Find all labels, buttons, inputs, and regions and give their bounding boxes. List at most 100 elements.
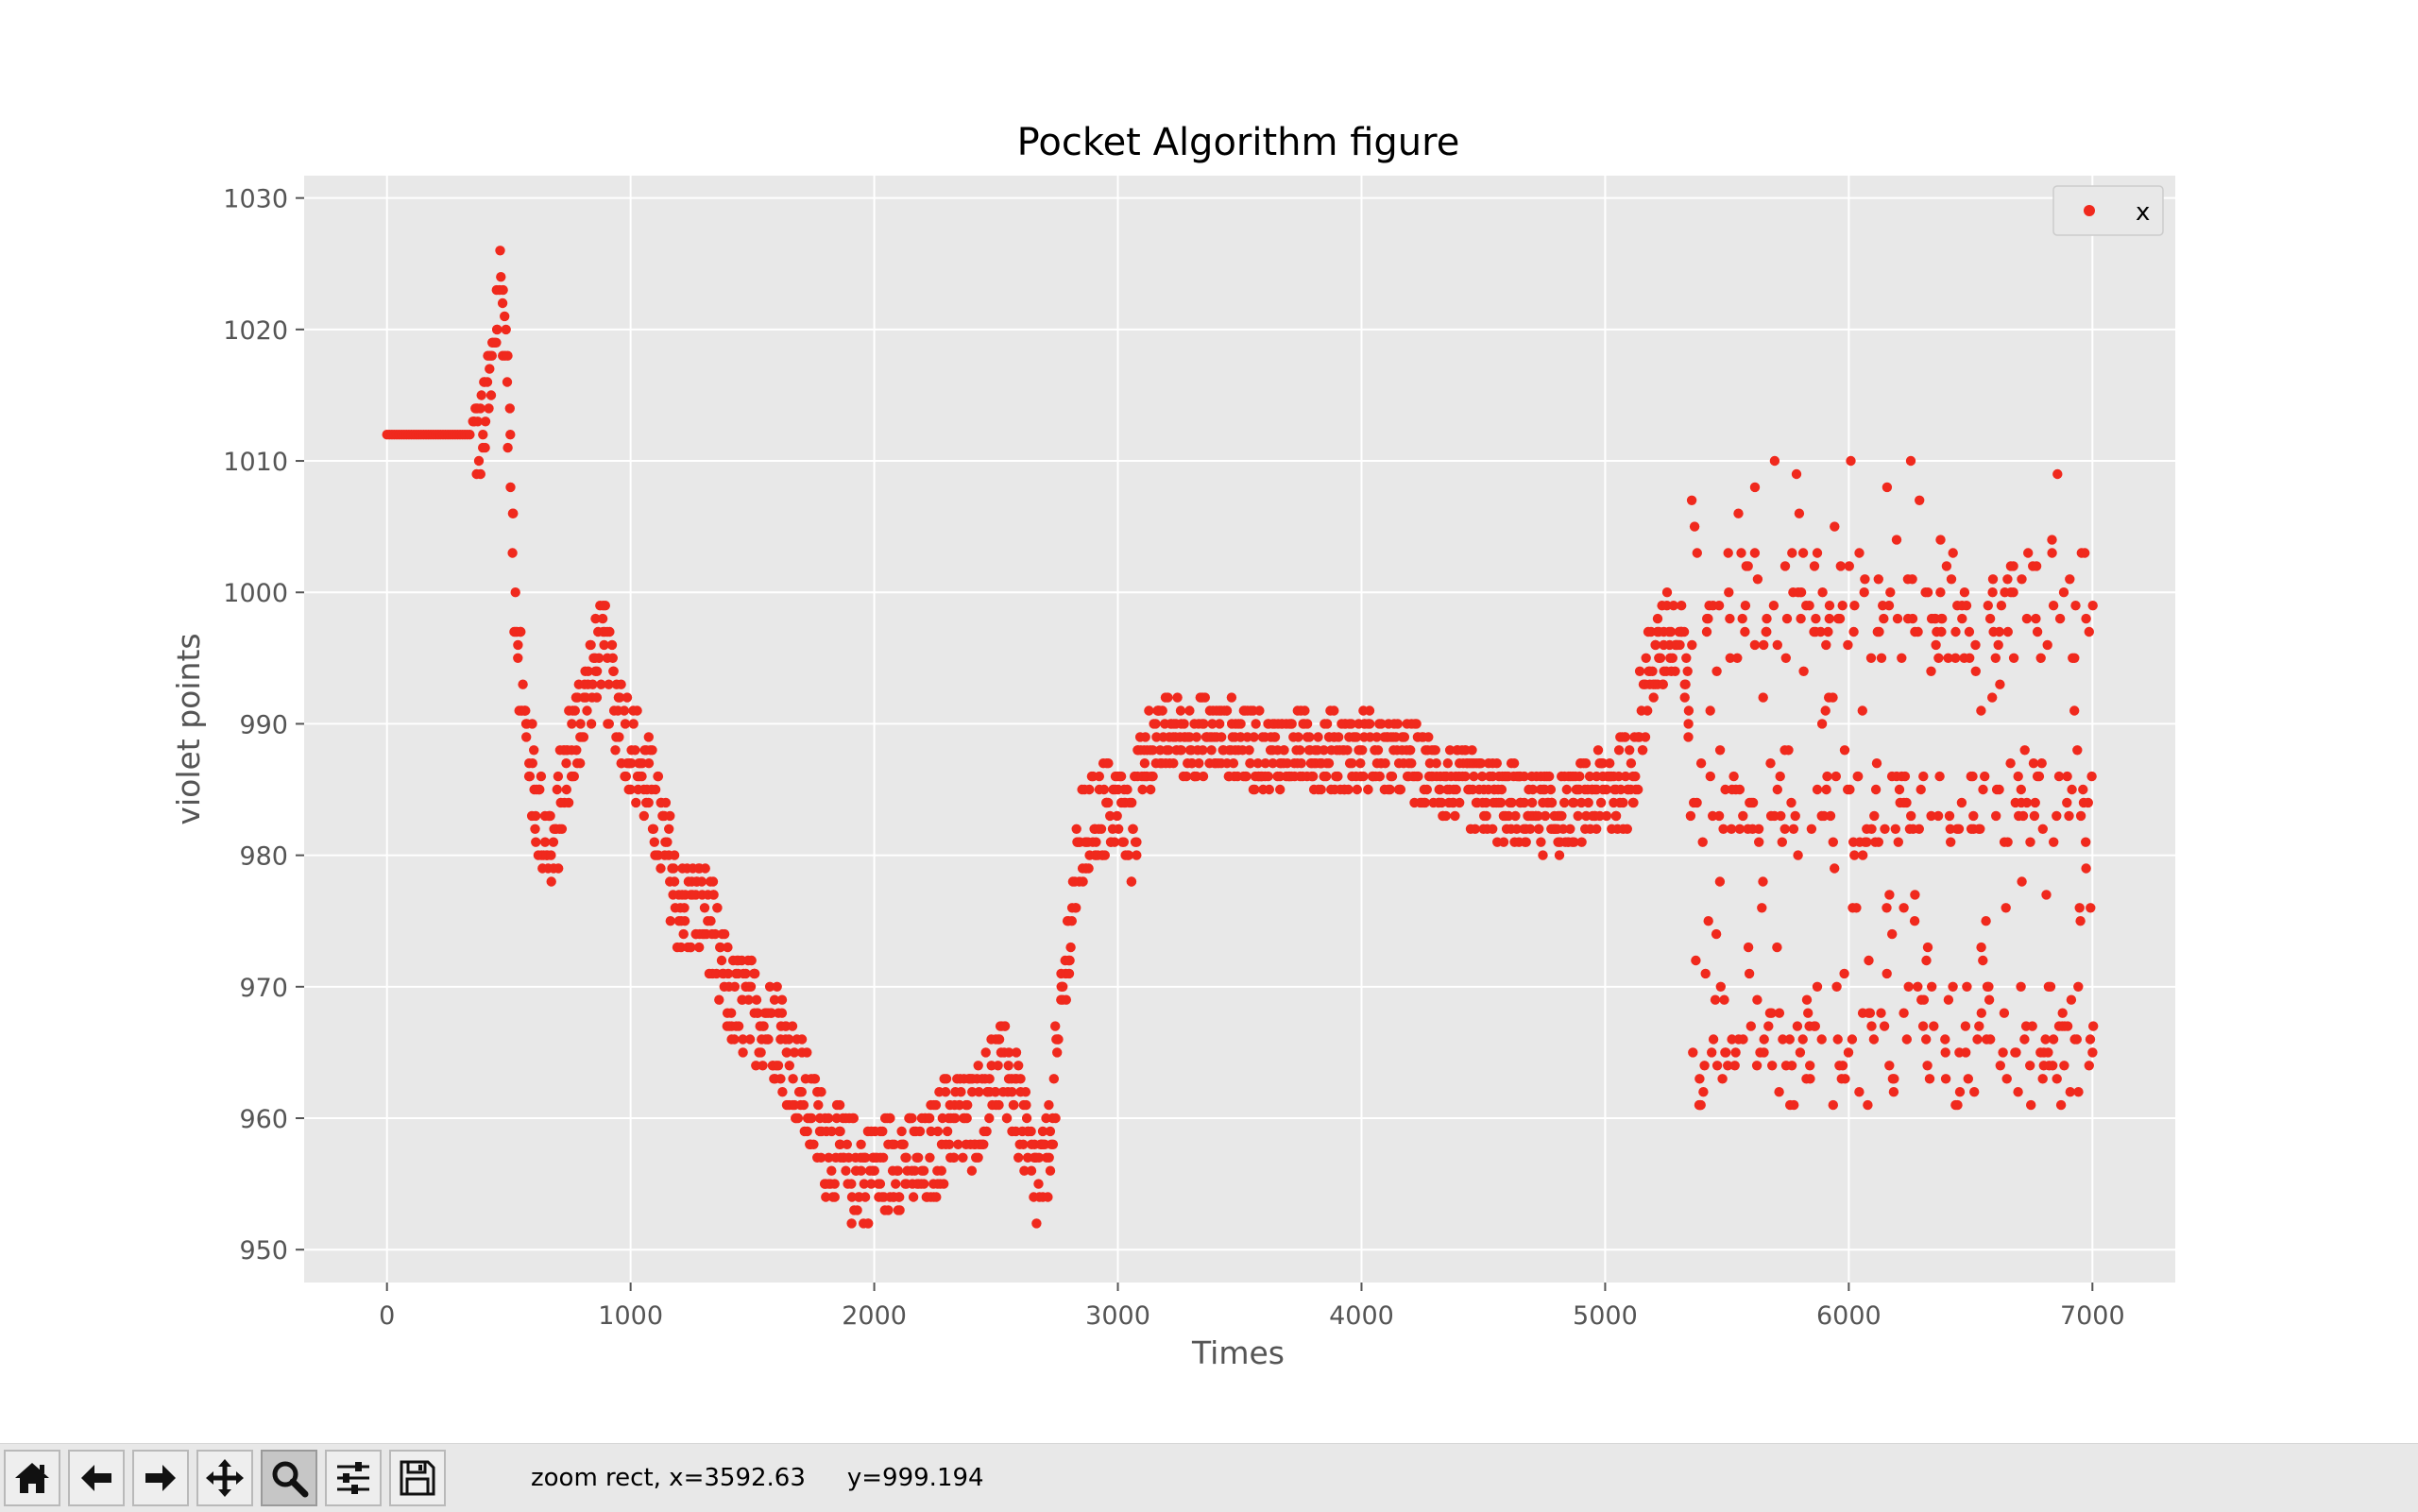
data-point bbox=[1279, 745, 1289, 756]
data-point bbox=[1865, 1008, 1876, 1018]
data-point bbox=[2031, 561, 2042, 571]
data-point bbox=[1569, 837, 1579, 847]
x-tick-label: 1000 bbox=[598, 1301, 663, 1331]
data-point bbox=[1868, 1034, 1880, 1045]
data-point bbox=[1893, 837, 1904, 847]
data-point bbox=[1594, 810, 1605, 822]
data-point bbox=[664, 824, 674, 834]
data-point bbox=[973, 1152, 983, 1164]
data-point bbox=[530, 824, 540, 834]
data-point bbox=[1964, 626, 1975, 637]
data-point bbox=[1084, 784, 1095, 795]
data-point bbox=[1882, 482, 1893, 493]
data-point bbox=[1840, 1074, 1850, 1084]
save-button[interactable] bbox=[389, 1450, 446, 1506]
data-point bbox=[1871, 758, 1882, 769]
data-point bbox=[643, 732, 654, 742]
zoom-button[interactable] bbox=[261, 1450, 317, 1506]
data-point bbox=[1235, 719, 1246, 729]
data-point bbox=[1221, 705, 1233, 716]
data-point bbox=[1096, 824, 1107, 834]
data-point bbox=[2016, 981, 2026, 993]
data-point bbox=[539, 837, 551, 847]
data-point bbox=[1477, 771, 1488, 782]
home-button[interactable] bbox=[4, 1450, 60, 1506]
data-point bbox=[809, 1074, 820, 1084]
subplots-button[interactable] bbox=[325, 1450, 382, 1506]
data-point bbox=[999, 1021, 1011, 1031]
data-point bbox=[1021, 1113, 1032, 1124]
forward-button[interactable] bbox=[132, 1450, 189, 1506]
data-point bbox=[1762, 626, 1772, 637]
data-point bbox=[2017, 574, 2027, 585]
data-point bbox=[2010, 1047, 2020, 1058]
data-point bbox=[1758, 876, 1768, 887]
pan-button[interactable] bbox=[196, 1450, 253, 1506]
data-point bbox=[599, 639, 609, 651]
data-point bbox=[1879, 613, 1889, 624]
data-point bbox=[1978, 784, 1988, 795]
data-point bbox=[620, 719, 631, 729]
data-point bbox=[1907, 613, 1918, 624]
data-point bbox=[2088, 1021, 2099, 1031]
data-point bbox=[1071, 824, 1081, 834]
data-point bbox=[1812, 784, 1823, 795]
data-point bbox=[1953, 824, 1965, 834]
data-point bbox=[1775, 771, 1785, 782]
data-point bbox=[475, 403, 485, 414]
data-point bbox=[1952, 1099, 1963, 1111]
data-point bbox=[796, 1034, 808, 1045]
data-point bbox=[2008, 561, 2018, 571]
data-point bbox=[1686, 495, 1697, 505]
data-point bbox=[1945, 824, 1955, 834]
data-point bbox=[1692, 548, 1703, 558]
data-point bbox=[1874, 626, 1884, 637]
data-point bbox=[1118, 837, 1130, 847]
data-point bbox=[607, 653, 618, 663]
data-point bbox=[582, 705, 592, 716]
data-point bbox=[1910, 890, 1920, 900]
data-point bbox=[860, 1192, 871, 1202]
data-point bbox=[1601, 810, 1612, 822]
data-point bbox=[1714, 745, 1726, 756]
data-point bbox=[1019, 1165, 1030, 1176]
data-point bbox=[2048, 1034, 2059, 1045]
data-point bbox=[1650, 639, 1661, 651]
data-point bbox=[1406, 758, 1417, 769]
data-point bbox=[1933, 653, 1944, 663]
data-point bbox=[1652, 613, 1663, 624]
back-button[interactable] bbox=[68, 1450, 125, 1506]
data-point bbox=[847, 1113, 858, 1124]
data-point bbox=[875, 1179, 886, 1189]
data-point bbox=[953, 1139, 963, 1150]
data-point bbox=[1705, 771, 1716, 782]
data-point bbox=[1918, 994, 1930, 1005]
data-point bbox=[1759, 639, 1769, 651]
data-point bbox=[1805, 1061, 1815, 1071]
x-tick-label: 4000 bbox=[1329, 1301, 1394, 1331]
data-point bbox=[1316, 784, 1326, 795]
data-point bbox=[2074, 903, 2085, 913]
data-point bbox=[1064, 955, 1075, 966]
home-icon bbox=[15, 1463, 49, 1493]
data-point bbox=[1217, 732, 1227, 742]
data-point bbox=[1995, 1061, 2005, 1071]
data-point bbox=[1050, 1113, 1061, 1124]
data-point bbox=[769, 994, 780, 1005]
data-point bbox=[973, 1061, 983, 1071]
data-point bbox=[1127, 797, 1137, 808]
data-point bbox=[743, 994, 754, 1005]
data-point bbox=[480, 442, 490, 453]
legend-marker bbox=[2084, 205, 2095, 216]
data-point bbox=[630, 745, 640, 756]
data-point bbox=[1661, 587, 1673, 598]
data-point bbox=[733, 1021, 744, 1031]
data-point bbox=[1475, 758, 1487, 769]
data-point bbox=[751, 994, 762, 1005]
data-point bbox=[1935, 535, 1946, 545]
data-point bbox=[473, 455, 485, 467]
data-point bbox=[1162, 745, 1172, 756]
data-point bbox=[486, 350, 497, 361]
data-point bbox=[1264, 784, 1275, 795]
data-point bbox=[631, 797, 641, 808]
